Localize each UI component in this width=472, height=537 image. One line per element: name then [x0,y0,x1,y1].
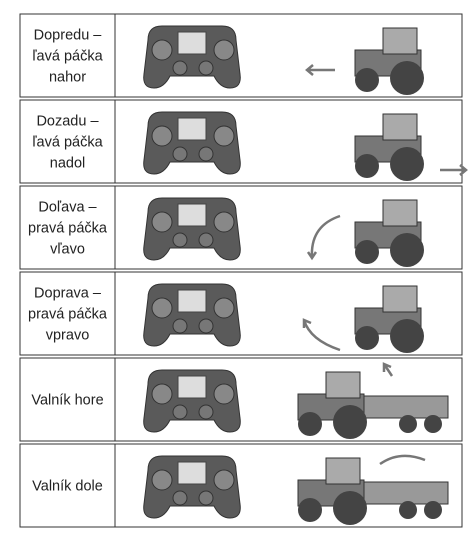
row-border [19,271,463,356]
controller-screen [177,375,207,399]
row: Dopredu – ľavá páčka nahor [19,13,463,98]
row-label: Dozadu – [36,114,99,130]
right-stick [213,125,235,147]
arrow [379,454,426,466]
row-label: pravá páčka [28,307,108,323]
arrow [306,214,341,261]
row-border [19,357,463,442]
tractor-cab [382,27,418,55]
wheel [355,154,379,178]
row-label: ľavá páčka [32,49,103,65]
button [172,490,188,506]
controller-screen [177,461,207,485]
row: Doľava – pravá páčka vľavo [19,185,463,270]
button [172,232,188,248]
row-label: pravá páčka [28,221,108,237]
arrow [382,362,394,377]
row-label: Valník hore [31,393,103,409]
wheel [333,405,367,439]
tractor-cab [382,113,418,141]
button [172,318,188,334]
right-stick [213,211,235,233]
button [172,60,188,76]
button [172,146,188,162]
row-label: ľavá páčka [32,135,103,151]
right-stick [213,383,235,405]
wheel [399,415,417,433]
arrow [305,64,335,76]
row-label: Valník dole [32,479,103,495]
row-label: vpravo [46,328,90,344]
button [172,404,188,420]
controller-screen [177,117,207,141]
tractor-cab [325,457,361,485]
wheel [390,319,424,353]
wheel [424,501,442,519]
button [198,318,214,334]
wheel [298,412,322,436]
trailer [357,481,449,505]
tractor-cab [382,285,418,313]
wheel [355,326,379,350]
button [198,146,214,162]
left-stick [151,39,173,61]
left-stick [151,297,173,319]
row-label: vľavo [50,242,85,258]
row-label: Doľava – [38,200,97,216]
controller-screen [177,31,207,55]
arrow [440,164,468,176]
controller-screen [177,289,207,313]
row-border [19,99,463,184]
controller-screen [177,203,207,227]
row: Dozadu – ľavá páčka nadol [19,99,468,184]
wheel [399,501,417,519]
left-stick [151,125,173,147]
row-label: nahor [49,70,86,86]
right-stick [213,297,235,319]
wheel [390,61,424,95]
trailer [357,395,449,419]
wheel [355,240,379,264]
right-stick [213,469,235,491]
row-border [19,443,463,528]
row: Doprava – pravá páčka vpravo [19,271,463,356]
button [198,490,214,506]
wheel [390,233,424,267]
right-stick [213,39,235,61]
row: Valník hore [19,357,463,442]
row-border [19,185,463,270]
tractor-cab [382,199,418,227]
button [198,60,214,76]
left-stick [151,383,173,405]
wheel [424,415,442,433]
tractor-cab [325,371,361,399]
row-label: Doprava – [34,286,102,302]
button [198,232,214,248]
wheel [355,68,379,92]
row-border [19,13,463,98]
wheel [298,498,322,522]
wheel [333,491,367,525]
arrow [302,318,341,352]
button [198,404,214,420]
row: Valník dole [19,443,463,528]
row-label: nadol [50,156,85,172]
row-label: Dopredu – [34,28,103,44]
left-stick [151,211,173,233]
left-stick [151,469,173,491]
wheel [390,147,424,181]
